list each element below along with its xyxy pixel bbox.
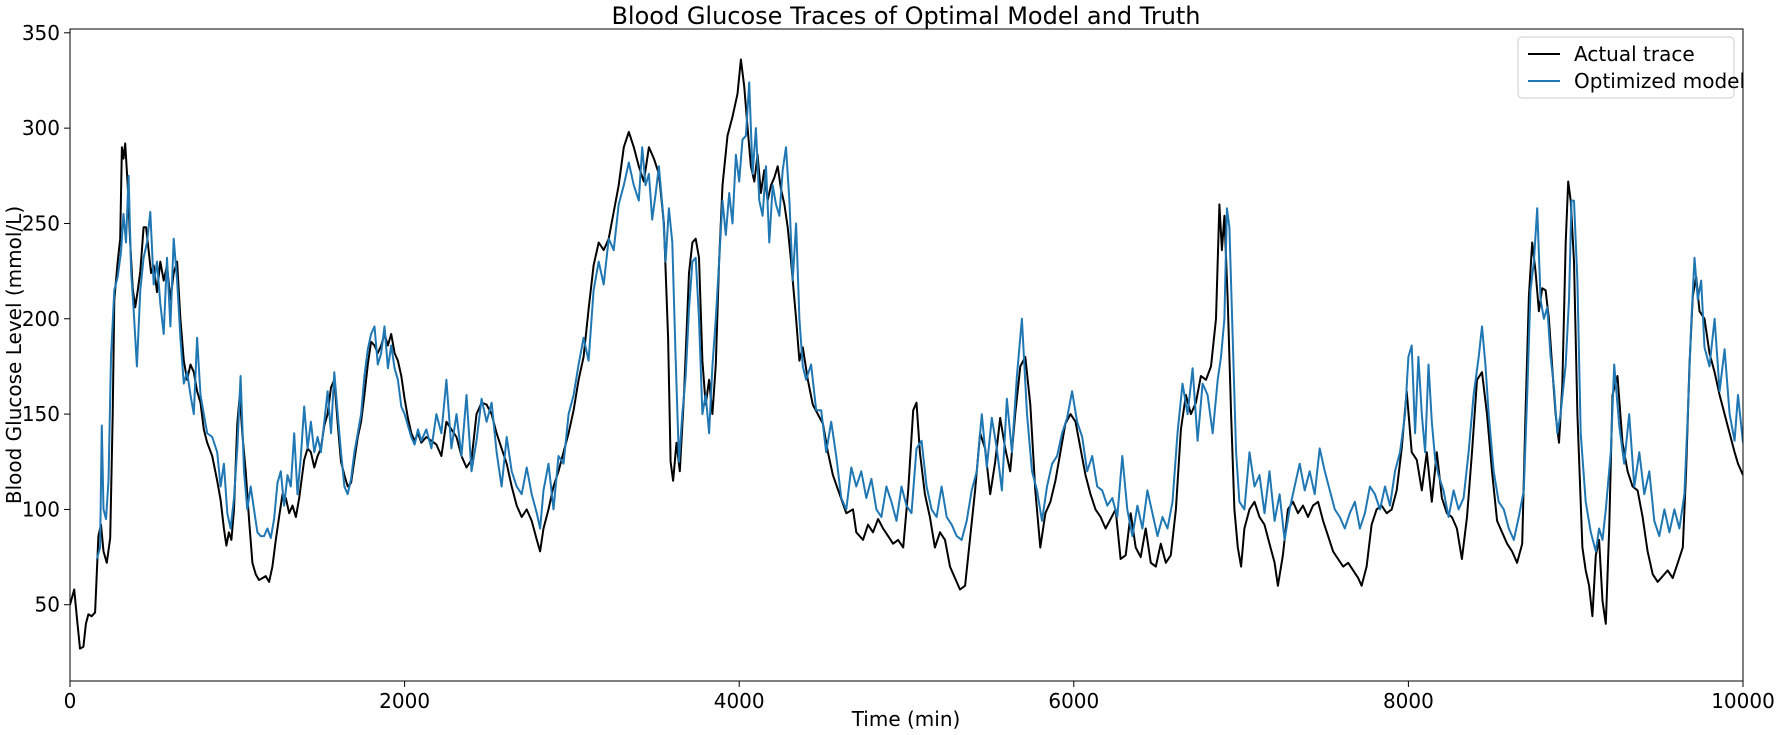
y-tick-label-0: 50 — [35, 593, 60, 617]
y-axis: 50 100 150 200 250 300 350 — [22, 21, 70, 617]
series-line-1 — [95, 81, 1743, 560]
legend-label-1: Optimized model — [1574, 69, 1745, 93]
legend-label-0: Actual trace — [1574, 42, 1695, 66]
y-tick-label-5: 300 — [22, 116, 60, 140]
x-tick-label-5: 10000 — [1711, 689, 1775, 713]
y-tick-label-3: 200 — [22, 307, 60, 331]
y-tick-label-4: 250 — [22, 211, 60, 235]
series-line-0 — [70, 58, 1743, 650]
x-axis: 0 2000 4000 6000 8000 10000 — [64, 681, 1775, 713]
chart-title: Blood Glucose Traces of Optimal Model an… — [611, 2, 1200, 30]
legend-box — [1517, 36, 1735, 99]
legend: Actual trace Optimized model — [1517, 36, 1745, 99]
y-axis-title: Blood Glucose Level (mmol/L) — [2, 206, 26, 504]
y-tick-label-6: 350 — [22, 21, 60, 45]
y-tick-label-1: 100 — [22, 497, 60, 521]
x-tick-label-2: 4000 — [714, 689, 765, 713]
x-tick-label-1: 2000 — [379, 689, 430, 713]
x-tick-label-3: 6000 — [1048, 689, 1099, 713]
x-tick-label-4: 8000 — [1383, 689, 1434, 713]
x-axis-title: Time (min) — [851, 707, 961, 731]
plot-frame — [69, 28, 1744, 682]
plot-area — [69, 28, 1744, 682]
y-tick-label-2: 150 — [22, 402, 60, 426]
series-layer — [70, 58, 1743, 650]
x-tick-label-0: 0 — [64, 689, 77, 713]
